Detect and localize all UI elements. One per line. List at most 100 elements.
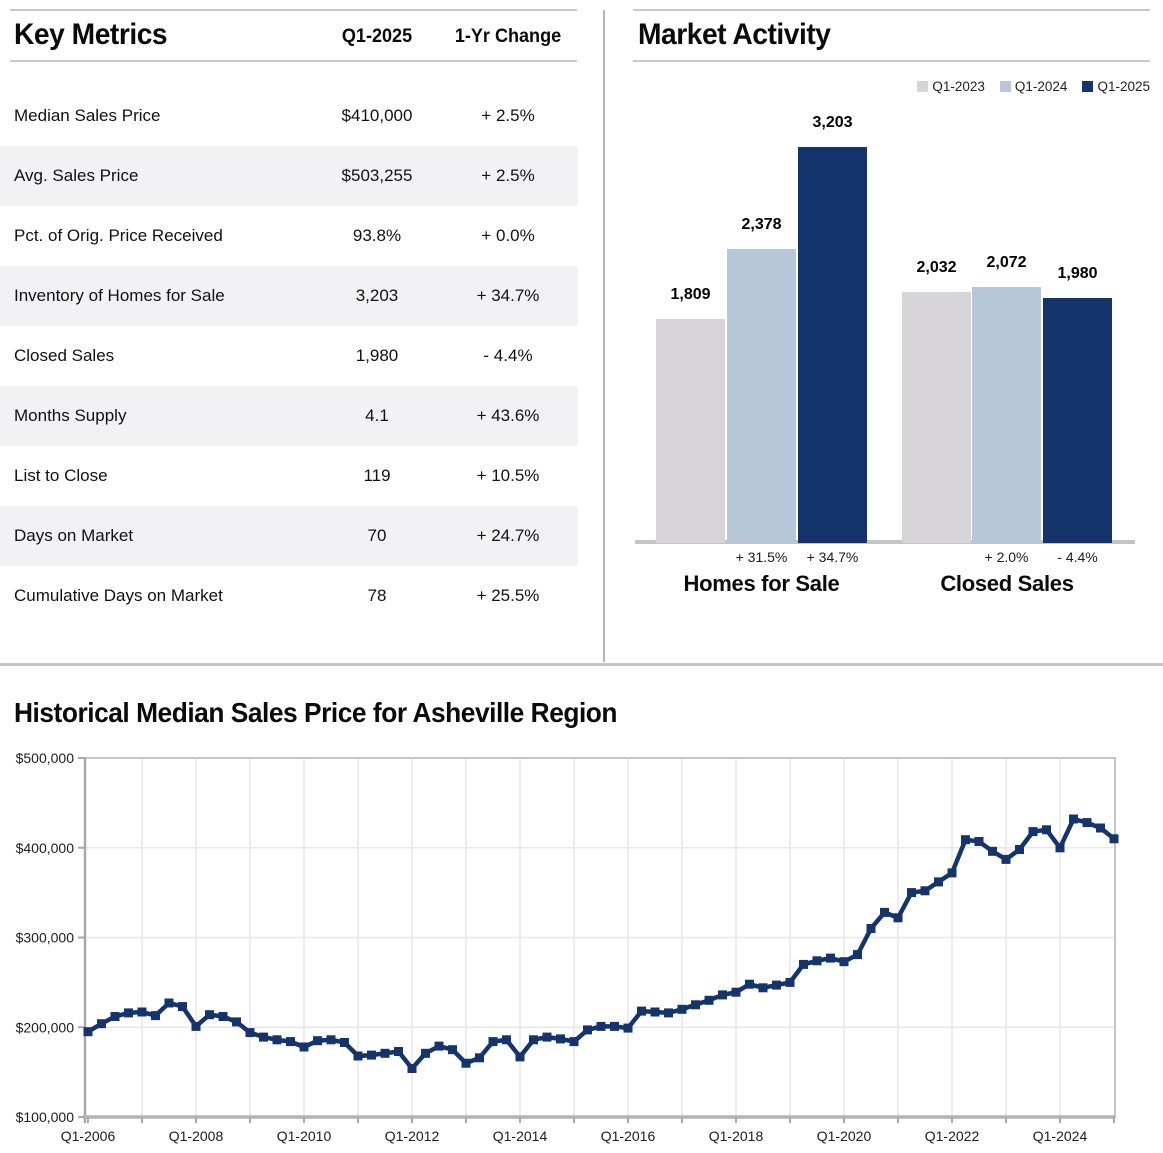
data-point-marker	[1015, 845, 1024, 854]
data-point-marker	[664, 1008, 673, 1018]
metric-value: 78	[367, 586, 387, 605]
data-point-marker	[650, 1007, 660, 1017]
bar-closed-sales-q1-2025	[1043, 298, 1112, 543]
market-activity-title: Market Activity	[638, 18, 831, 51]
data-point-marker	[799, 959, 808, 969]
data-point-marker	[178, 1002, 187, 1012]
data-point-marker	[461, 1058, 471, 1068]
y-axis-label: $100,000	[16, 1109, 75, 1125]
data-point-marker	[826, 953, 835, 963]
pct-change-label: + 34.7%	[806, 549, 859, 565]
data-point-marker	[610, 1021, 619, 1031]
data-point-marker	[637, 1006, 646, 1016]
data-point-marker	[785, 977, 795, 987]
data-point-marker	[1069, 814, 1078, 824]
bar-value-label: 1,980	[1057, 265, 1098, 282]
metric-row-pct-of-orig-price-received: Pct. of Orig. Price Received 93.8% + 0.0%	[0, 206, 578, 266]
legend-label-q1-2024: Q1-2024	[1014, 79, 1068, 94]
bar-homes-for-sale-q1-2023	[656, 319, 725, 543]
y-axis-label: $300,000	[16, 930, 75, 946]
pct-change-label: - 4.4%	[1057, 549, 1098, 565]
x-axis-label: Q1-2024	[1033, 1128, 1088, 1144]
data-point-marker	[191, 1021, 201, 1031]
data-point-marker	[893, 913, 903, 923]
metric-value: $503,255	[341, 166, 413, 185]
x-axis-label: Q1-2020	[817, 1128, 872, 1144]
data-point-marker	[124, 1008, 133, 1018]
pct-change-label: + 2.0%	[984, 549, 1029, 565]
data-point-marker	[407, 1064, 417, 1073]
x-axis-label: Q1-2018	[709, 1128, 764, 1144]
x-axis-label: Q1-2012	[385, 1128, 440, 1144]
data-point-marker	[272, 1035, 282, 1045]
divider	[10, 60, 577, 62]
metric-change: + 0.0%	[481, 226, 535, 245]
metric-row-list-to-close: List to Close 119 + 10.5%	[0, 446, 578, 506]
metric-change: + 43.6%	[476, 406, 540, 425]
metric-row-cumulative-days-on-market: Cumulative Days on Market 78 + 25.5%	[0, 566, 578, 626]
legend-swatch-q1-2025	[1082, 81, 1094, 92]
data-point-marker	[380, 1048, 390, 1058]
data-point-marker	[299, 1042, 309, 1052]
legend-swatch-q1-2024	[999, 81, 1011, 92]
data-point-marker	[434, 1041, 444, 1051]
x-axis-label: Q1-2010	[277, 1128, 332, 1144]
data-point-marker	[232, 1017, 241, 1027]
metric-row-days-on-market: Days on Market 70 + 24.7%	[0, 506, 578, 566]
group-label-homes-for-sale: Homes for Sale	[683, 571, 840, 596]
divider	[10, 9, 577, 11]
metric-value: 119	[363, 466, 391, 485]
legend-item-q1-2024: Q1-2024	[999, 79, 1068, 94]
data-point-marker	[313, 1036, 322, 1046]
median-price-line	[86, 816, 1116, 1072]
group-label-closed-sales: Closed Sales	[940, 571, 1074, 596]
data-point-marker	[367, 1050, 376, 1060]
data-point-marker	[853, 950, 862, 960]
data-point-marker	[772, 980, 781, 990]
column-header-period: Q1-2025	[341, 26, 413, 47]
data-point-marker	[907, 888, 916, 898]
data-point-marker	[745, 979, 754, 989]
x-axis-label: Q1-2022	[925, 1128, 980, 1144]
data-point-marker	[920, 886, 930, 896]
data-point-marker	[623, 1023, 633, 1033]
metric-row-months-supply: Months Supply 4.1 + 43.6%	[0, 386, 578, 446]
data-point-marker	[448, 1045, 457, 1055]
data-point-marker	[218, 1012, 228, 1021]
data-point-marker	[812, 956, 822, 966]
data-point-marker	[691, 1000, 700, 1010]
data-point-marker	[1028, 827, 1038, 837]
data-point-marker	[286, 1037, 295, 1047]
data-point-marker	[151, 1011, 160, 1021]
metric-label: List to Close	[14, 466, 108, 485]
data-point-marker	[961, 835, 970, 845]
data-point-marker	[839, 957, 849, 967]
data-point-marker	[515, 1052, 525, 1062]
metric-value: 93.8%	[352, 226, 402, 245]
metric-label: Days on Market	[14, 526, 134, 545]
bar-chart-axis	[635, 540, 1135, 544]
data-point-marker	[758, 983, 768, 993]
metric-change: + 25.5%	[476, 586, 540, 605]
data-point-marker	[340, 1038, 349, 1047]
bar-closed-sales-q1-2023	[902, 292, 971, 543]
bar-value-label: 3,203	[812, 114, 853, 131]
legend-label-q1-2023: Q1-2023	[932, 79, 985, 94]
metric-value: 70	[367, 526, 387, 545]
bar-value-label: 2,072	[986, 254, 1027, 271]
x-axis-label: Q1-2008	[169, 1128, 224, 1144]
metric-change: + 10.5%	[476, 466, 540, 485]
metric-label: Avg. Sales Price	[14, 166, 139, 185]
data-point-marker	[731, 987, 741, 997]
data-point-marker	[866, 924, 876, 933]
metric-row-closed-sales: Closed Sales 1,980 - 4.4%	[0, 326, 578, 386]
data-point-marker	[1109, 834, 1119, 844]
divider	[633, 9, 1150, 11]
vertical-divider	[603, 10, 605, 662]
metric-change: + 2.5%	[481, 106, 535, 125]
data-point-marker	[475, 1053, 484, 1063]
data-point-marker	[353, 1051, 363, 1061]
legend-swatch-q1-2023	[917, 81, 929, 92]
metric-label: Closed Sales	[14, 346, 115, 365]
